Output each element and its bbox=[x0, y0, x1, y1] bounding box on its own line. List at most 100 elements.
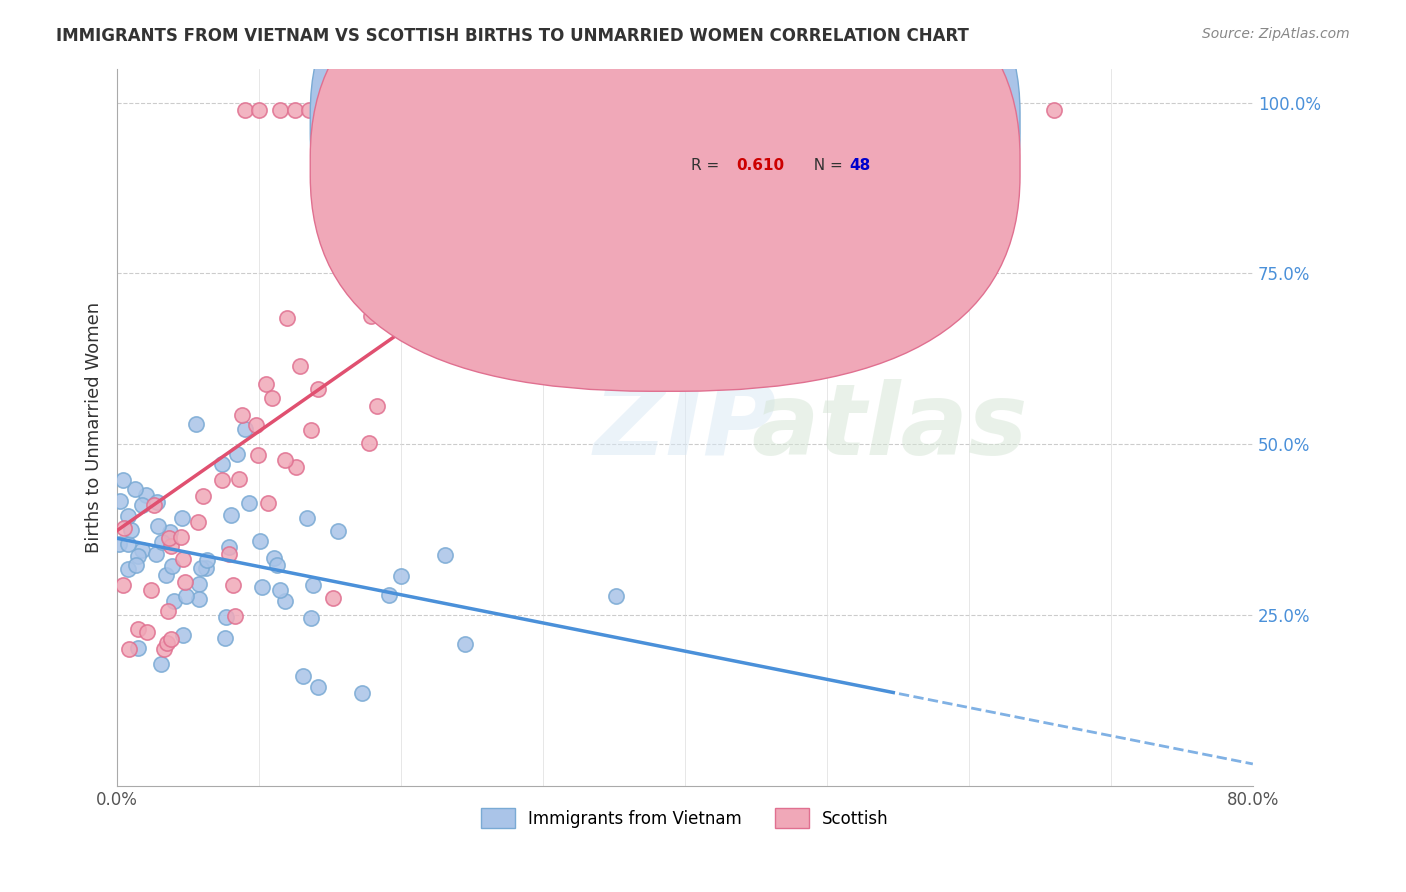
Point bbox=[368, 103, 391, 117]
Point bbox=[288, 359, 311, 373]
FancyBboxPatch shape bbox=[628, 97, 901, 198]
Point bbox=[284, 103, 307, 117]
Point bbox=[233, 103, 256, 117]
Point bbox=[149, 657, 172, 672]
Point bbox=[117, 508, 139, 523]
Point bbox=[184, 417, 207, 431]
Text: N =: N = bbox=[804, 117, 848, 132]
Point bbox=[195, 561, 218, 575]
Point bbox=[120, 524, 142, 538]
Point bbox=[495, 208, 517, 222]
Point bbox=[326, 524, 349, 539]
Point bbox=[187, 591, 209, 606]
Point bbox=[211, 473, 233, 487]
Point bbox=[429, 296, 451, 310]
Point bbox=[221, 578, 243, 592]
Point bbox=[531, 103, 554, 117]
Point bbox=[145, 547, 167, 561]
Text: R =: R = bbox=[690, 158, 724, 173]
FancyBboxPatch shape bbox=[311, 0, 1019, 392]
Point bbox=[159, 525, 181, 540]
Point bbox=[616, 97, 638, 112]
Point bbox=[228, 472, 250, 486]
Point bbox=[343, 282, 366, 296]
Text: Source: ZipAtlas.com: Source: ZipAtlas.com bbox=[1202, 27, 1350, 41]
Point bbox=[254, 376, 277, 391]
Point bbox=[146, 518, 169, 533]
Point bbox=[266, 558, 288, 572]
Point bbox=[434, 549, 457, 563]
Point bbox=[131, 499, 153, 513]
Point bbox=[169, 530, 191, 544]
Point bbox=[231, 408, 253, 422]
Point bbox=[389, 569, 412, 583]
Point bbox=[418, 284, 440, 298]
Point bbox=[357, 436, 380, 450]
Point bbox=[322, 591, 344, 606]
Point bbox=[150, 534, 173, 549]
Point bbox=[135, 488, 157, 502]
Point bbox=[249, 534, 271, 549]
Point bbox=[172, 627, 194, 641]
Point bbox=[298, 103, 321, 117]
Point bbox=[297, 511, 319, 525]
Point bbox=[394, 227, 416, 241]
Point bbox=[108, 494, 131, 508]
Point bbox=[159, 632, 181, 647]
Point bbox=[301, 610, 323, 624]
Point bbox=[605, 589, 627, 603]
Point bbox=[1043, 103, 1066, 117]
Point bbox=[215, 610, 238, 624]
Point bbox=[112, 521, 135, 535]
Point bbox=[366, 399, 388, 413]
Text: 0.610: 0.610 bbox=[737, 158, 785, 173]
Text: 58: 58 bbox=[849, 117, 870, 132]
Y-axis label: Births to Unmarried Women: Births to Unmarried Women bbox=[86, 301, 103, 553]
Point bbox=[156, 635, 179, 649]
Point bbox=[247, 103, 270, 117]
Point bbox=[170, 511, 193, 525]
Point bbox=[246, 448, 269, 462]
Point bbox=[262, 391, 284, 405]
Point bbox=[276, 310, 298, 325]
Point bbox=[125, 558, 148, 572]
Point bbox=[187, 516, 209, 530]
Text: N =: N = bbox=[804, 158, 848, 173]
Point bbox=[176, 589, 198, 603]
Legend: Immigrants from Vietnam, Scottish: Immigrants from Vietnam, Scottish bbox=[475, 801, 896, 835]
Point bbox=[263, 551, 285, 566]
Point bbox=[269, 103, 291, 117]
Point bbox=[157, 531, 180, 545]
Text: ZIP: ZIP bbox=[593, 378, 776, 475]
Point bbox=[378, 588, 401, 602]
Point bbox=[195, 553, 218, 567]
Point bbox=[233, 422, 256, 436]
Point bbox=[191, 489, 214, 503]
Point bbox=[136, 625, 159, 640]
Point bbox=[257, 496, 280, 510]
Point bbox=[357, 282, 380, 296]
Point bbox=[160, 559, 183, 574]
Point bbox=[107, 537, 129, 551]
Point bbox=[274, 453, 297, 467]
Point bbox=[219, 508, 242, 523]
Point bbox=[152, 642, 174, 657]
Point bbox=[139, 583, 162, 598]
Point bbox=[111, 473, 134, 487]
Point bbox=[146, 495, 169, 509]
Point bbox=[301, 577, 323, 591]
Point bbox=[127, 549, 149, 564]
Point bbox=[218, 547, 240, 561]
Point bbox=[245, 418, 267, 433]
Point bbox=[187, 577, 209, 591]
Point bbox=[815, 103, 838, 117]
Point bbox=[285, 460, 308, 475]
Point bbox=[124, 482, 146, 496]
Point bbox=[172, 551, 194, 566]
Text: IMMIGRANTS FROM VIETNAM VS SCOTTISH BIRTHS TO UNMARRIED WOMEN CORRELATION CHART: IMMIGRANTS FROM VIETNAM VS SCOTTISH BIRT… bbox=[56, 27, 969, 45]
Point bbox=[127, 622, 149, 636]
Text: atlas: atlas bbox=[751, 378, 1028, 475]
Text: -0.197: -0.197 bbox=[737, 117, 790, 132]
Point bbox=[382, 103, 405, 117]
Point bbox=[360, 309, 382, 323]
